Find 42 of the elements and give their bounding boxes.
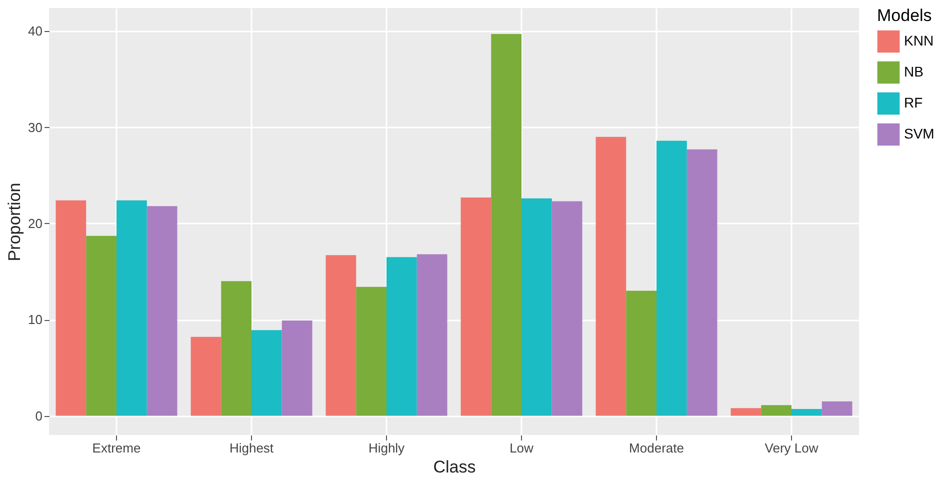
bar xyxy=(460,197,492,416)
bar xyxy=(116,200,147,416)
legend-label: RF xyxy=(904,94,923,110)
bar xyxy=(221,281,252,416)
bar xyxy=(146,206,178,416)
x-tick-label: Highly xyxy=(368,440,406,456)
bar xyxy=(326,255,356,416)
bar xyxy=(356,286,386,416)
y-tick-label: 0 xyxy=(35,408,42,424)
y-tick-label: 20 xyxy=(28,216,42,231)
bar xyxy=(656,140,687,416)
y-tick-label: 30 xyxy=(28,120,42,135)
bar xyxy=(822,401,852,416)
bar xyxy=(56,200,86,416)
x-tick-label: Extreme xyxy=(92,440,141,456)
x-tick-label: Moderate xyxy=(629,440,684,456)
bar xyxy=(386,257,417,416)
legend-label: NB xyxy=(904,64,924,80)
bar xyxy=(761,405,792,416)
x-tick-label: Very Low xyxy=(764,440,819,456)
y-tick-label: 40 xyxy=(28,24,42,39)
bar xyxy=(282,320,312,416)
bar xyxy=(626,290,656,416)
bar xyxy=(491,34,522,416)
legend-label: SVM xyxy=(904,126,934,142)
bar xyxy=(190,336,222,416)
bar xyxy=(522,198,552,416)
y-axis-title: Proportion xyxy=(5,182,24,262)
bar xyxy=(86,236,116,416)
bar xyxy=(552,201,582,416)
bar xyxy=(686,149,718,416)
x-tick-label: Highest xyxy=(229,440,274,456)
legend-title: Models xyxy=(877,6,932,25)
bar xyxy=(792,409,822,416)
legend-label: KNN xyxy=(904,32,934,48)
y-tick-label: 10 xyxy=(28,312,42,328)
bar xyxy=(596,136,626,416)
bar xyxy=(252,330,282,416)
bar xyxy=(730,408,762,416)
bar xyxy=(416,254,448,416)
x-tick-label: Low xyxy=(510,440,534,456)
x-axis-title: Class xyxy=(433,458,476,476)
